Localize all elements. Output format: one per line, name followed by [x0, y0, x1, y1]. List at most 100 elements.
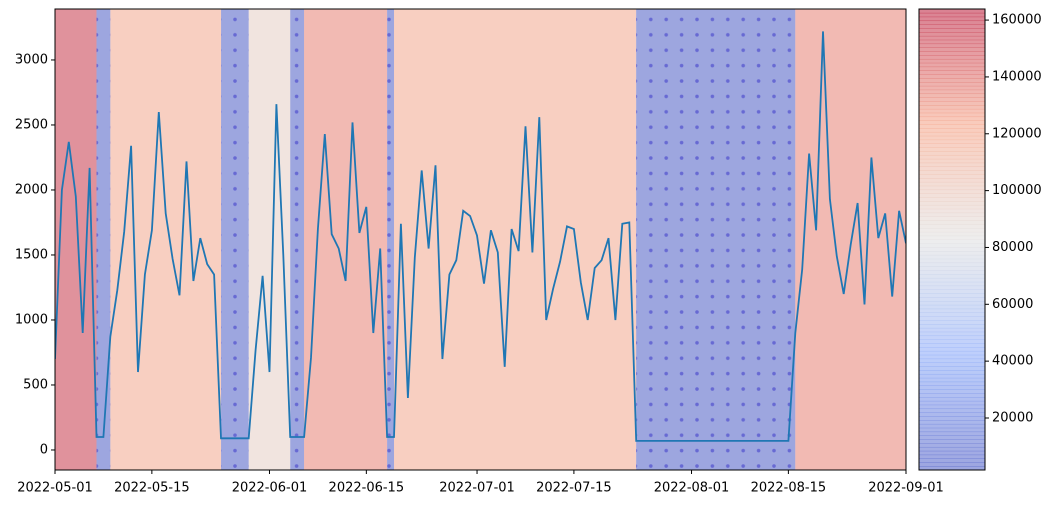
colorbar-cell: [919, 170, 985, 175]
colorbar-cell: [919, 139, 985, 144]
colorbar-cell: [919, 366, 985, 371]
colorbar-cell: [919, 416, 985, 421]
colorbar-cell: [919, 62, 985, 68]
colorbar-cell: [919, 423, 985, 429]
colorbar-cell: [919, 300, 985, 306]
colorbar-cell: [919, 178, 985, 183]
colorbar-tick-label: 80000: [992, 240, 1033, 255]
colorbar-cell: [919, 377, 985, 383]
hatch: [290, 9, 305, 470]
colorbar-cell: [919, 393, 985, 398]
colorbar-cell: [919, 247, 985, 252]
colorbar-cell: [919, 116, 985, 121]
colorbar-cell: [919, 308, 985, 313]
x-tick-label: 2022-09-01: [868, 481, 944, 496]
colorbar-cell: [919, 427, 985, 433]
colorbar-cell: [919, 55, 985, 60]
colorbar-cell: [919, 400, 985, 406]
colorbar-cell: [919, 16, 985, 22]
colorbar-cell: [919, 293, 985, 298]
colorbar-cell: [919, 181, 985, 187]
colorbar-cell: [919, 143, 985, 148]
x-tick-label: 2022-07-01: [439, 481, 515, 496]
colorbar-cell: [919, 9, 985, 14]
colorbar-cell: [919, 85, 985, 91]
colorbar-cell: [919, 458, 985, 463]
colorbar-cell: [919, 220, 985, 225]
colorbar-cell: [919, 454, 985, 459]
y-tick-label: 2000: [15, 182, 48, 197]
colorbar-cell: [919, 135, 985, 141]
colorbar-cell: [919, 201, 985, 206]
colorbar-cell: [919, 51, 985, 56]
colorbar-cell: [919, 124, 985, 129]
colorbar-cell: [919, 12, 985, 18]
colorbar-cell: [919, 158, 985, 164]
colorbar-cell: [919, 189, 985, 194]
colorbar-cell: [919, 446, 985, 452]
colorbar-cell: [919, 281, 985, 287]
colorbar-cell: [919, 324, 985, 329]
shaded-region: [55, 9, 97, 470]
x-tick-label: 2022-05-15: [114, 481, 190, 496]
colorbar-cell: [919, 289, 985, 294]
colorbar-cell: [919, 208, 985, 214]
colorbar-cell: [919, 105, 985, 110]
colorbar-cell: [919, 32, 985, 37]
colorbar-tick-label: 160000: [992, 13, 1042, 28]
colorbar-cell: [919, 354, 985, 360]
colorbar-cell: [919, 39, 985, 45]
colorbar-cell: [919, 339, 985, 344]
colorbar-cell: [919, 101, 985, 106]
colorbar-cell: [919, 335, 985, 340]
colorbar-cell: [919, 20, 985, 25]
colorbar-cell: [919, 316, 985, 321]
colorbar-cell: [919, 147, 985, 152]
colorbar-cell: [919, 304, 985, 310]
colorbar-cell: [919, 370, 985, 375]
shaded-region: [248, 9, 291, 470]
colorbar-cell: [919, 266, 985, 271]
colorbar-cell: [919, 185, 985, 191]
colorbar-cell: [919, 224, 985, 229]
colorbar-frame: [918, 8, 986, 471]
colorbar-cell: [919, 362, 985, 367]
colorbar-cell: [919, 58, 985, 64]
colorbar-cell: [919, 274, 985, 279]
y-tick-label: 1000: [15, 312, 48, 327]
colorbar-cell: [919, 358, 985, 363]
colorbar-cell: [919, 373, 985, 379]
colorbar-cell: [919, 197, 985, 202]
colorbar-cell: [919, 78, 985, 83]
colorbar-cell: [919, 251, 985, 256]
hatch: [96, 9, 111, 470]
hatch: [636, 9, 796, 470]
colorbar-cell: [919, 439, 985, 444]
colorbar-cell: [919, 320, 985, 325]
colorbar-cell: [919, 262, 985, 267]
colorbar-cell: [919, 28, 985, 33]
colorbar-cell: [919, 89, 985, 95]
colorbar-cell: [919, 254, 985, 260]
colorbar-cell: [919, 66, 985, 71]
line: [55, 31, 906, 442]
hatch: [387, 9, 395, 470]
y-tick-label: 0: [40, 442, 48, 457]
x-tick-label: 2022-07-15: [536, 481, 612, 496]
x-tick-label: 2022-08-01: [654, 481, 730, 496]
axes-frame: [54, 8, 907, 471]
y-tick-label: 500: [23, 377, 48, 392]
colorbar-cell: [919, 443, 985, 448]
colorbar-cell: [919, 350, 985, 356]
colorbar-cell: [919, 243, 985, 248]
colorbar-tick-label: 60000: [992, 297, 1033, 312]
colorbar-cell: [919, 24, 985, 29]
colorbar-tick-label: 140000: [992, 69, 1042, 84]
colorbar-cell: [919, 151, 985, 156]
colorbar-cell: [919, 131, 985, 137]
colorbar-cell: [919, 381, 985, 386]
colorbar-cell: [919, 412, 985, 417]
colorbar-cell: [919, 239, 985, 244]
x-tick-label: 2022-08-15: [751, 481, 827, 496]
